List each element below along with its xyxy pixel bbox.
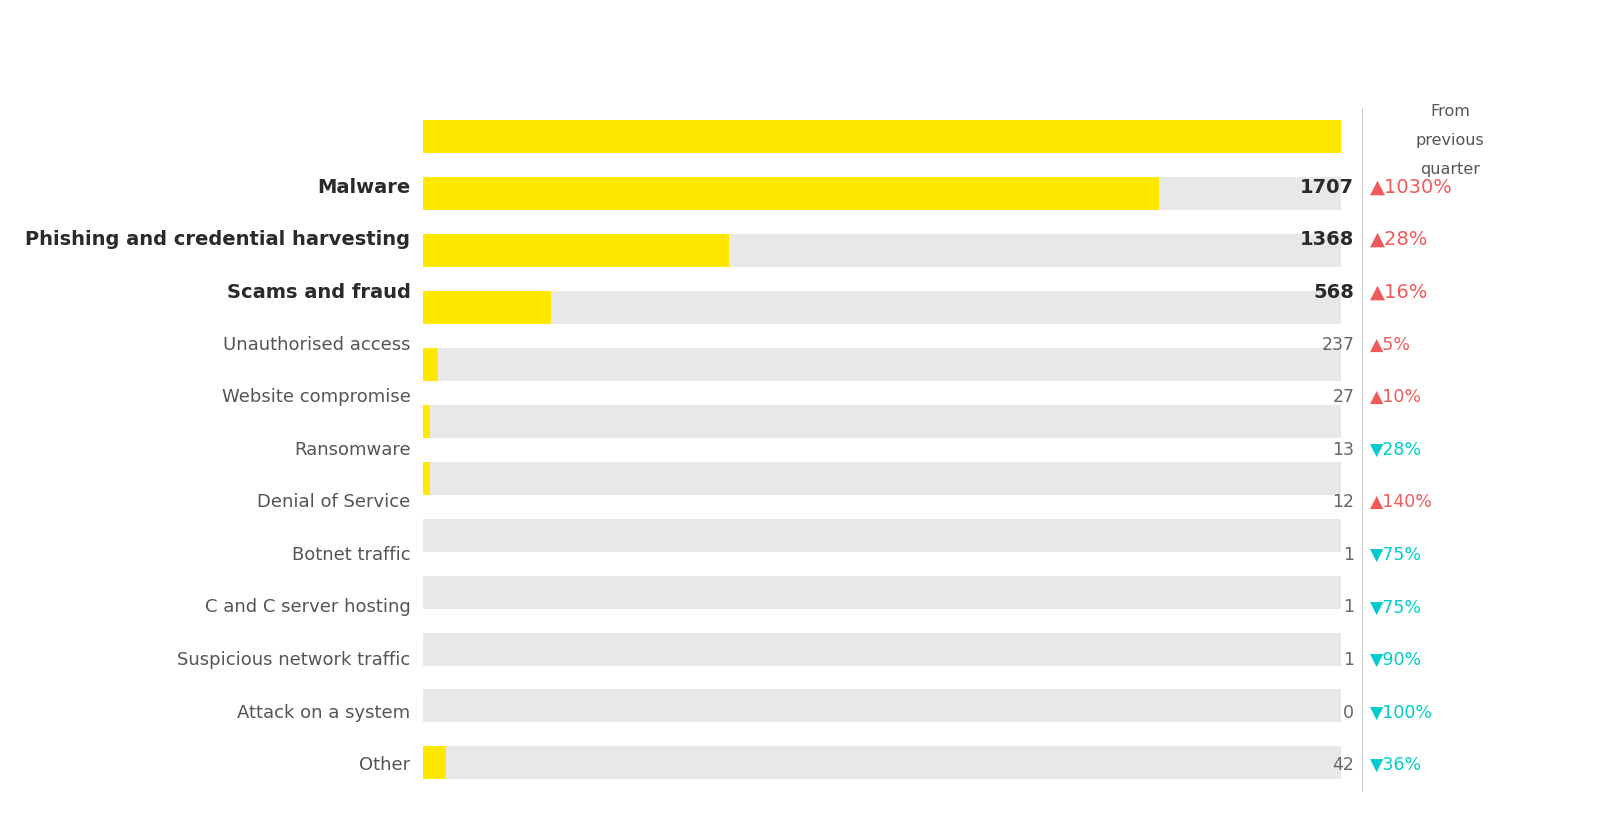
- Bar: [423, 405, 430, 438]
- Text: 1707: 1707: [1300, 177, 1354, 197]
- Text: ▼90%: ▼90%: [1370, 651, 1423, 669]
- Text: ▼28%: ▼28%: [1370, 441, 1423, 459]
- Text: Website compromise: Website compromise: [222, 388, 410, 407]
- Text: ▲5%: ▲5%: [1370, 336, 1412, 354]
- Text: 1: 1: [1343, 546, 1354, 564]
- Text: C and C server hosting: C and C server hosting: [204, 598, 410, 616]
- Text: Denial of Service: Denial of Service: [257, 493, 410, 511]
- Text: ▼75%: ▼75%: [1370, 598, 1423, 616]
- Bar: [423, 405, 1341, 438]
- Text: ▼100%: ▼100%: [1370, 704, 1433, 721]
- Bar: [423, 519, 1341, 551]
- Bar: [423, 234, 1341, 267]
- Text: Attack on a system: Attack on a system: [238, 704, 410, 721]
- Text: Botnet traffic: Botnet traffic: [292, 546, 410, 564]
- Text: 27: 27: [1332, 388, 1354, 407]
- Bar: [423, 234, 728, 267]
- Bar: [423, 348, 438, 381]
- Bar: [423, 746, 446, 780]
- Text: ▲10%: ▲10%: [1370, 388, 1423, 407]
- Text: ▼36%: ▼36%: [1370, 756, 1423, 774]
- Text: Ransomware: Ransomware: [294, 441, 410, 459]
- Text: Unauthorised access: Unauthorised access: [224, 336, 410, 354]
- Bar: [423, 632, 1341, 666]
- Bar: [423, 120, 1341, 153]
- Bar: [423, 746, 1341, 780]
- Text: Suspicious network traffic: Suspicious network traffic: [177, 651, 410, 669]
- Bar: [423, 291, 551, 324]
- Text: 1368: 1368: [1300, 230, 1354, 249]
- Bar: [423, 348, 1341, 381]
- Text: 568: 568: [1313, 282, 1354, 302]
- Text: ▲140%: ▲140%: [1370, 493, 1433, 511]
- Text: ▲16%: ▲16%: [1370, 282, 1429, 302]
- Text: 42: 42: [1332, 756, 1354, 774]
- Text: 1: 1: [1343, 598, 1354, 616]
- Text: ▲28%: ▲28%: [1370, 230, 1429, 249]
- Text: From: From: [1431, 104, 1469, 119]
- Text: 0: 0: [1343, 704, 1354, 721]
- Text: Scams and fraud: Scams and fraud: [227, 282, 410, 302]
- Text: 1: 1: [1343, 651, 1354, 669]
- Bar: [423, 291, 1341, 324]
- Text: previous: previous: [1415, 133, 1485, 148]
- Bar: [423, 120, 1341, 153]
- Text: ▲1030%: ▲1030%: [1370, 177, 1453, 197]
- Bar: [423, 690, 1341, 722]
- Bar: [423, 576, 1341, 609]
- Text: ▼75%: ▼75%: [1370, 546, 1423, 564]
- Bar: [423, 177, 1341, 210]
- Text: 13: 13: [1332, 441, 1354, 459]
- Bar: [423, 461, 430, 495]
- Text: 12: 12: [1332, 493, 1354, 511]
- Bar: [423, 177, 1159, 210]
- Bar: [423, 461, 1341, 495]
- Text: Phishing and credential harvesting: Phishing and credential harvesting: [26, 230, 410, 249]
- Text: 237: 237: [1321, 336, 1354, 354]
- Text: Malware: Malware: [318, 177, 410, 197]
- Text: Other: Other: [359, 756, 410, 774]
- Text: quarter: quarter: [1420, 162, 1480, 177]
